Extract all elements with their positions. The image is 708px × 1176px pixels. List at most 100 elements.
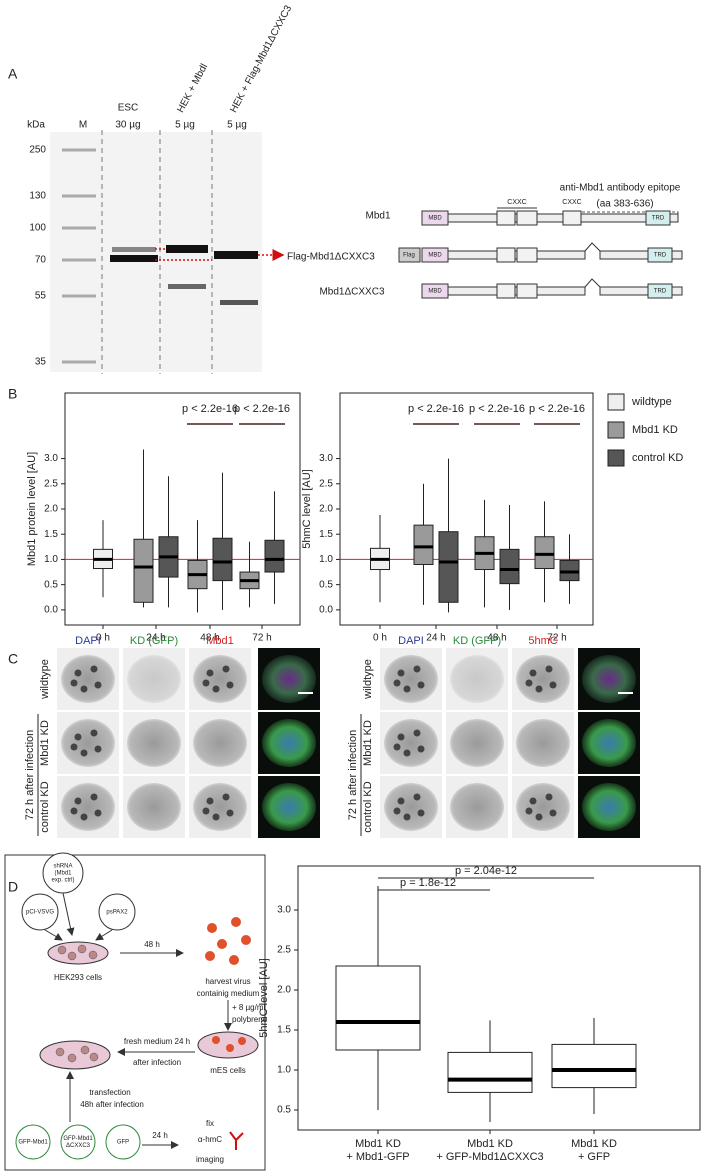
domain-label: TRD [652, 216, 665, 222]
nucleus [582, 783, 636, 831]
domain-label: TRD [654, 289, 667, 295]
ladder-band [62, 294, 96, 298]
chromocenter [397, 733, 405, 741]
chromocenter [393, 679, 401, 687]
ladder-band [62, 226, 96, 230]
nucleus [127, 719, 181, 767]
y-tick-label: 3.0 [319, 453, 333, 464]
domain-label: MBD [428, 216, 442, 222]
chromocenter [222, 793, 230, 801]
chromocenter [525, 807, 533, 815]
chromocenter [74, 733, 82, 741]
row-label: control KD [39, 781, 51, 832]
panel-letter: B [8, 386, 17, 402]
domain-label: CXXC [562, 199, 581, 206]
x-tick-label: 0 h [373, 633, 387, 644]
schematic-label: 48h after infection [80, 1100, 144, 1109]
plot-frame [339, 392, 594, 626]
nucleus [384, 719, 438, 767]
x-tick-label: + GFP [578, 1151, 610, 1163]
schematic-label: imaging [196, 1155, 224, 1164]
chromocenter [417, 681, 425, 689]
schematic-label: α-hmC [198, 1135, 222, 1144]
chromocenter [206, 797, 214, 805]
trd-box [647, 283, 673, 299]
chromocenter [397, 797, 405, 805]
schematic-label: mES cells [210, 1066, 246, 1075]
chromocenter [70, 743, 78, 751]
lane-label: HEK + Mbdl [175, 62, 210, 115]
nucleus [262, 783, 316, 831]
chromocenter [90, 729, 98, 737]
chromocenter [206, 669, 214, 677]
box [264, 539, 285, 573]
protein: MBD TRD [421, 278, 683, 299]
channel-label: DAPI [75, 635, 101, 647]
legend-swatch [607, 421, 625, 439]
x-tick-label: 48 h [487, 633, 506, 644]
y-tick-label: 1.0 [44, 554, 58, 565]
domain-label: MBD [428, 253, 442, 259]
marker-label: 130 [29, 191, 46, 202]
plot-frame [297, 865, 701, 1131]
schematic-label: GFP [117, 1140, 129, 1146]
panel-letter: D [8, 879, 18, 895]
nucleus [61, 783, 115, 831]
chromocenter [94, 809, 102, 817]
y-tick-label: 2.5 [277, 945, 291, 956]
schematic-frame [4, 854, 266, 1171]
cxxc-box [516, 247, 538, 263]
y-axis-label: Mbd1 protein level [AU] [26, 452, 38, 566]
chromocenter [403, 749, 411, 757]
legend-swatch [607, 449, 625, 467]
trd-box [647, 247, 673, 263]
x-tick-label: 48 h [200, 633, 219, 644]
chromocenter [70, 679, 78, 687]
lane-label: 5 µg [175, 120, 195, 131]
chromocenter [74, 669, 82, 677]
legend-swatch [607, 393, 625, 411]
chromocenter [397, 669, 405, 677]
legend-label: control KD [632, 452, 683, 464]
ladder-band [62, 194, 96, 198]
nucleus [582, 719, 636, 767]
y-tick-label: 2.0 [44, 504, 58, 515]
schematic-dishes [15, 852, 259, 1160]
cxxc-box [562, 210, 582, 226]
lane-label: HEK + Flag-Mbd1ΔCXXC3 [228, 3, 294, 114]
chromocenter [417, 745, 425, 753]
schematic-label: shRNA [53, 864, 72, 870]
chromocenter [222, 665, 230, 673]
y-tick-label: 1.5 [277, 1025, 291, 1036]
schematic-label: psPAX2 [106, 910, 128, 916]
kda-label: kDa [27, 120, 45, 131]
blot-bands [110, 245, 258, 305]
deletion [584, 242, 601, 252]
lane-label: M [79, 120, 87, 131]
lane-dividers [101, 130, 213, 374]
nucleus [193, 783, 247, 831]
chromocenter [226, 681, 234, 689]
protein: MBD TRD [421, 210, 679, 226]
y-tick-label: 1.5 [319, 529, 333, 540]
chromocenter [90, 665, 98, 673]
marker-label: 70 [35, 255, 47, 266]
protein-label: Mbd1 [365, 211, 390, 222]
chromocenter [529, 669, 537, 677]
box [438, 531, 459, 603]
domain-label: TRD [654, 253, 667, 259]
chromocenter [393, 807, 401, 815]
nucleus [450, 783, 504, 831]
chromocenter [90, 793, 98, 801]
y-tick-label: 1.0 [319, 554, 333, 565]
p-value: p < 2.2e-16 [182, 403, 238, 415]
box [212, 537, 233, 582]
x-tick-label: 72 h [252, 633, 271, 644]
row-label: wildtype [39, 659, 51, 700]
x-tick-label: Mbd1 KD [571, 1138, 617, 1150]
x-tick-label: + Mbd1-GFP [346, 1151, 409, 1163]
x-tick-label: 24 h [426, 633, 445, 644]
nucleus [262, 655, 316, 703]
chromocenter [417, 809, 425, 817]
chromocenter [529, 797, 537, 805]
